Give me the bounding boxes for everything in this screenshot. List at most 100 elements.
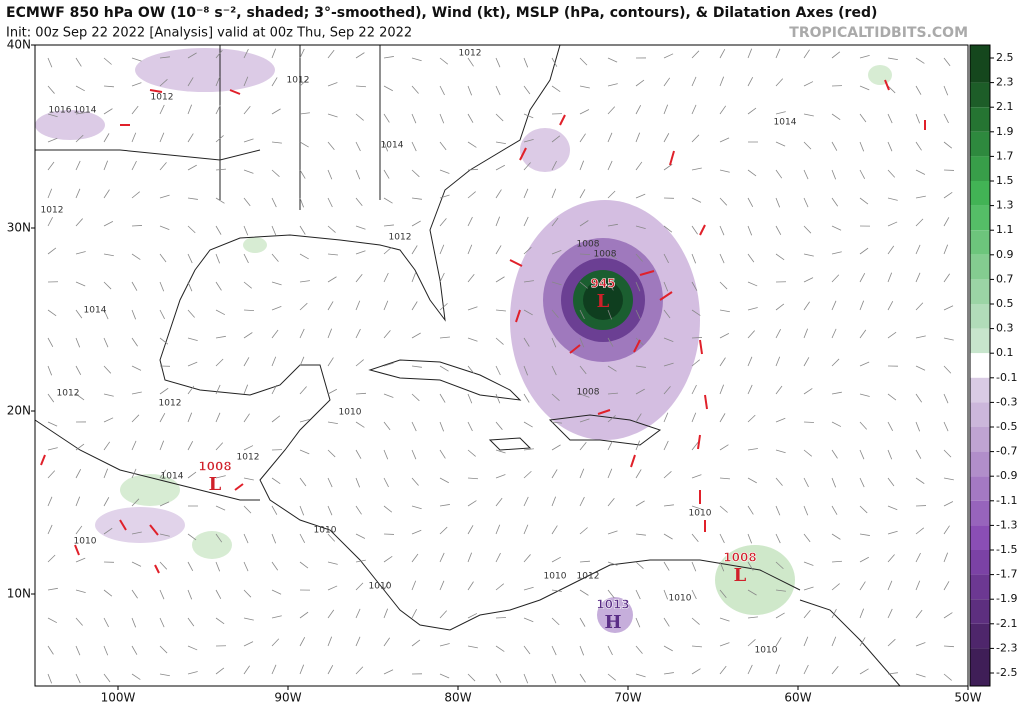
wind-barb xyxy=(944,192,952,198)
wind-barb xyxy=(832,584,840,590)
wind-barb xyxy=(384,394,393,398)
wind-barb xyxy=(748,415,755,422)
wind-barb xyxy=(720,534,724,543)
contour-label: 1014 xyxy=(161,472,184,482)
wind-barb xyxy=(160,195,170,198)
colorbar-label: -1.3 xyxy=(996,518,1017,531)
wind-barb xyxy=(748,307,758,310)
wind-barb xyxy=(384,56,394,58)
wind-barb xyxy=(776,254,784,260)
wind-barb xyxy=(748,77,753,86)
wind-barb xyxy=(468,245,472,254)
wind-barb xyxy=(552,497,556,506)
wind-barb xyxy=(244,226,248,235)
wind-barb xyxy=(692,105,696,114)
wind-barb xyxy=(356,422,364,427)
wind-barb xyxy=(188,413,192,422)
wind-barb xyxy=(496,498,502,506)
dilatation-axis xyxy=(560,115,565,125)
wind-barb xyxy=(748,198,753,207)
wind-barb xyxy=(888,609,892,618)
wind-barb xyxy=(944,613,952,618)
wind-barb xyxy=(860,55,870,58)
wind-barb xyxy=(468,142,476,147)
wind-barb xyxy=(300,226,305,234)
wind-barb xyxy=(748,449,758,450)
wind-barb xyxy=(356,393,366,394)
wind-barb xyxy=(272,49,276,58)
wind-barb xyxy=(944,501,953,506)
wind-barb xyxy=(328,142,334,150)
wind-barb xyxy=(608,133,612,142)
wind-barb xyxy=(804,534,810,542)
wind-barb xyxy=(384,86,393,91)
wind-barb xyxy=(76,161,80,170)
dilatation-axis xyxy=(698,435,700,449)
subtitle: Init: 00z Sep 22 2022 [Analysis] valid a… xyxy=(6,26,412,41)
colorbar-segment xyxy=(970,575,990,600)
wind-barb xyxy=(132,254,140,260)
wind-barb xyxy=(580,561,590,562)
wind-barb xyxy=(720,282,727,289)
wind-barb xyxy=(188,165,197,170)
wind-barb xyxy=(272,590,281,594)
wind-barb xyxy=(272,330,278,338)
wind-barb xyxy=(272,639,279,646)
wind-barb xyxy=(804,226,811,233)
wind-barb xyxy=(888,422,893,431)
wind-barb xyxy=(76,366,81,375)
wind-barb xyxy=(188,105,192,114)
colorbar-segment xyxy=(970,402,990,427)
wind-barb xyxy=(720,445,728,450)
wind-barb xyxy=(48,618,57,623)
wind-barb xyxy=(776,478,783,486)
wind-barb xyxy=(524,525,528,534)
wind-barb xyxy=(76,310,82,318)
wind-barb xyxy=(244,446,253,450)
wind-barb xyxy=(496,86,500,95)
wind-barb xyxy=(832,637,836,646)
wind-barb xyxy=(888,114,892,123)
wind-barb xyxy=(748,49,752,58)
colorbar-segment xyxy=(970,648,990,686)
wind-barb xyxy=(860,422,867,429)
colorbar-segment xyxy=(970,624,990,649)
wind-barb xyxy=(692,562,696,571)
wind-barb xyxy=(804,254,814,256)
colorbar-label: -0.7 xyxy=(996,445,1017,458)
wind-barb xyxy=(244,618,254,620)
wind-barb xyxy=(664,441,668,450)
wind-barb xyxy=(132,366,141,370)
wind-barb xyxy=(748,331,755,338)
wind-barb xyxy=(692,168,702,170)
wind-barb xyxy=(860,669,869,674)
contour-label: 1010 xyxy=(369,582,392,592)
wind-barb xyxy=(104,366,111,373)
wind-barb xyxy=(552,86,560,92)
wind-barb xyxy=(832,52,840,58)
wind-barb xyxy=(636,194,645,198)
wind-barb xyxy=(216,590,221,599)
wind-barb xyxy=(160,226,169,230)
wind-barb xyxy=(860,198,868,204)
wind-barb xyxy=(244,332,252,338)
wind-barb xyxy=(132,415,139,422)
wind-barb xyxy=(916,170,925,175)
wind-barb xyxy=(496,58,500,67)
wind-barb xyxy=(300,303,307,310)
wind-barb xyxy=(580,674,585,682)
wind-barb xyxy=(356,583,363,590)
wind-barb xyxy=(48,58,52,67)
wind-barb xyxy=(132,618,136,627)
wind-barb xyxy=(944,646,954,647)
wind-barb xyxy=(636,646,642,654)
wind-barb xyxy=(804,506,808,515)
contour-label: 1012 xyxy=(577,572,600,582)
wind-barb xyxy=(776,506,780,515)
wind-barb xyxy=(216,282,221,290)
wind-barb xyxy=(748,282,757,286)
wind-barb xyxy=(300,281,310,282)
wind-barb xyxy=(832,252,842,254)
contour-label: 1008 xyxy=(577,240,600,250)
wind-barb xyxy=(76,618,83,625)
